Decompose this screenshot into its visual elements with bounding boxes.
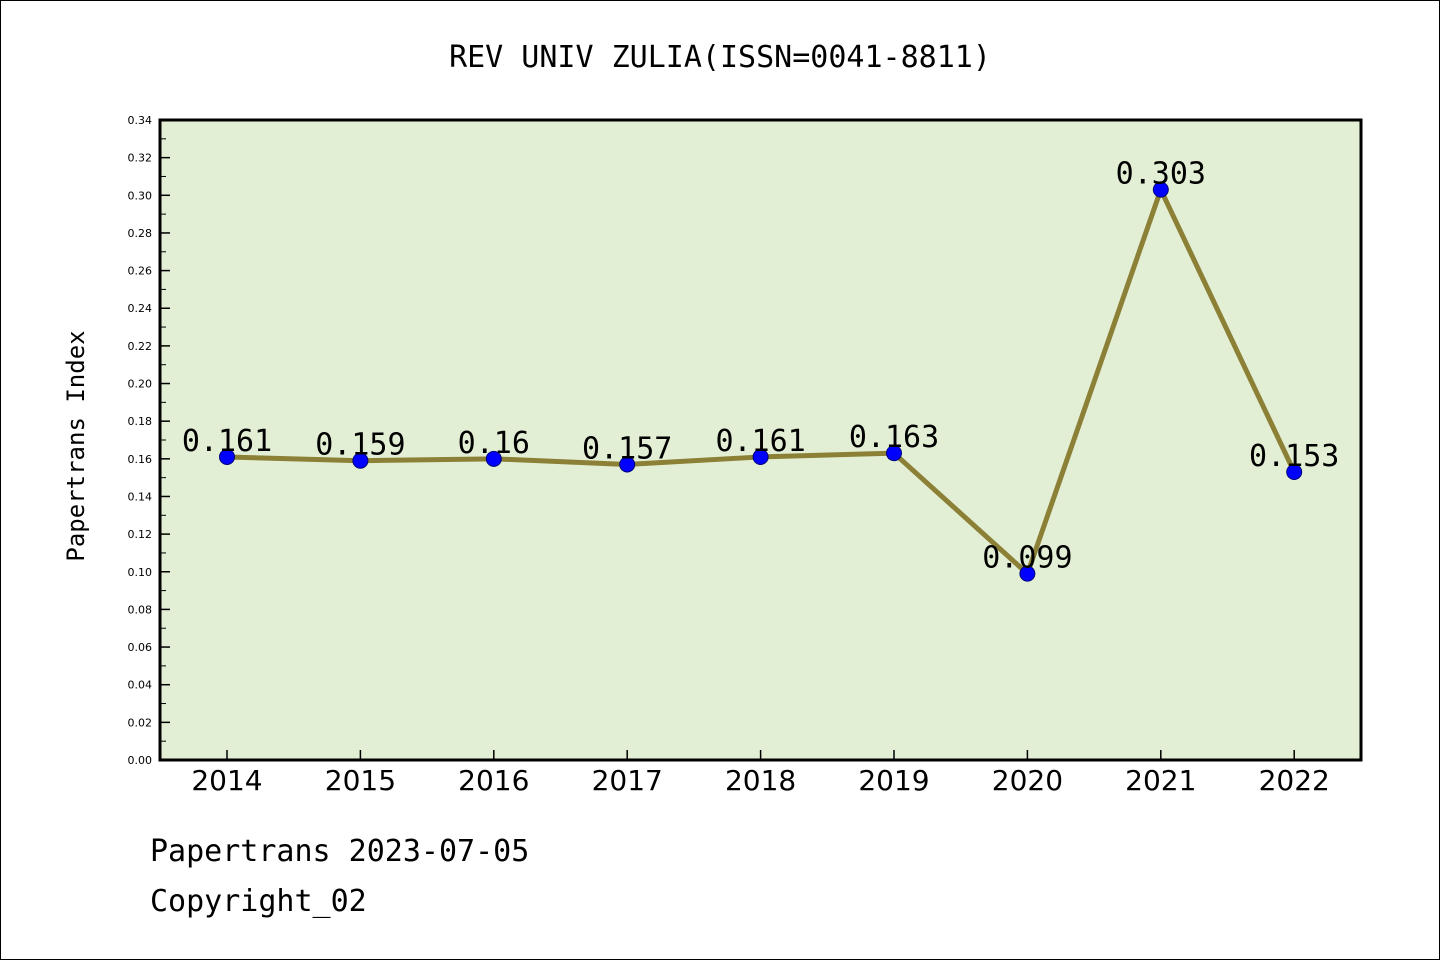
y-tick-label: 0.12 [128,528,153,541]
y-tick-label: 0.34 [128,114,153,127]
data-label: 0.161 [715,424,805,459]
data-point [752,448,769,465]
x-tick-label: 2016 [458,764,529,797]
y-tick-label: 0.00 [128,754,153,767]
y-tick-label: 0.26 [128,265,153,278]
data-label: 0.163 [849,420,939,455]
x-tick-label: 2014 [191,764,262,797]
data-point [1019,565,1036,582]
data-point [1152,181,1169,198]
y-tick-label: 0.22 [128,340,153,353]
series-line-group: 0.161 0.159 0.16 0.157 0.161 0.163 0.099 0.303 0… [182,157,1339,582]
y-tick-label: 0.32 [128,152,153,165]
y-tick-label: 0.28 [128,227,153,240]
y-tick-label: 0.30 [128,189,153,202]
x-tick-label: 2022 [1259,764,1330,797]
y-axis-label: Papertrans Index [62,330,90,561]
x-tick-label: 2019 [858,764,929,797]
data-label: 0.161 [182,424,272,459]
y-tick-label: 0.14 [128,490,153,503]
data-point [619,456,636,473]
y-axis: 0.00 0.02 0.04 0.06 0.08 0.10 0.12 0.14 0.16 0.18… [128,114,170,767]
y-tick-label: 0.24 [128,302,153,315]
x-axis: 2014 2015 2016 2017 2018 2019 2020 2021 2022 [191,750,1330,797]
y-tick-label: 0.02 [128,716,153,729]
data-label: 0.159 [315,428,405,463]
footer-copyright: Copyright_02 [150,884,367,919]
y-tick-label: 0.18 [128,415,153,428]
plot-area [158,118,1363,762]
y-tick-label: 0.16 [128,453,153,466]
data-label: 0.303 [1116,157,1206,192]
y-tick-label: 0.04 [128,679,153,692]
y-tick-label: 0.08 [128,603,153,616]
y-tick-label: 0.20 [128,378,153,391]
y-tick-label: 0.06 [128,641,153,654]
footer-date: Papertrans 2023-07-05 [150,834,530,869]
data-label: 0.153 [1249,439,1339,474]
data-label: 0.099 [982,541,1072,576]
y-tick-label: 0.10 [128,566,153,579]
x-tick-label: 2015 [325,764,396,797]
x-tick-label: 2017 [592,764,663,797]
x-tick-label: 2021 [1125,764,1196,797]
chart-title: REV UNIV ZULIA(ISSN=0041-8811) [449,40,991,75]
x-tick-label: 2018 [725,764,796,797]
data-point [485,450,502,467]
data-point [1286,464,1303,480]
data-point [886,445,902,462]
data-label: 0.157 [582,431,672,466]
data-label: 0.16 [458,426,530,461]
data-point [352,452,369,469]
x-tick-label: 2020 [992,764,1063,797]
data-point [219,448,235,465]
